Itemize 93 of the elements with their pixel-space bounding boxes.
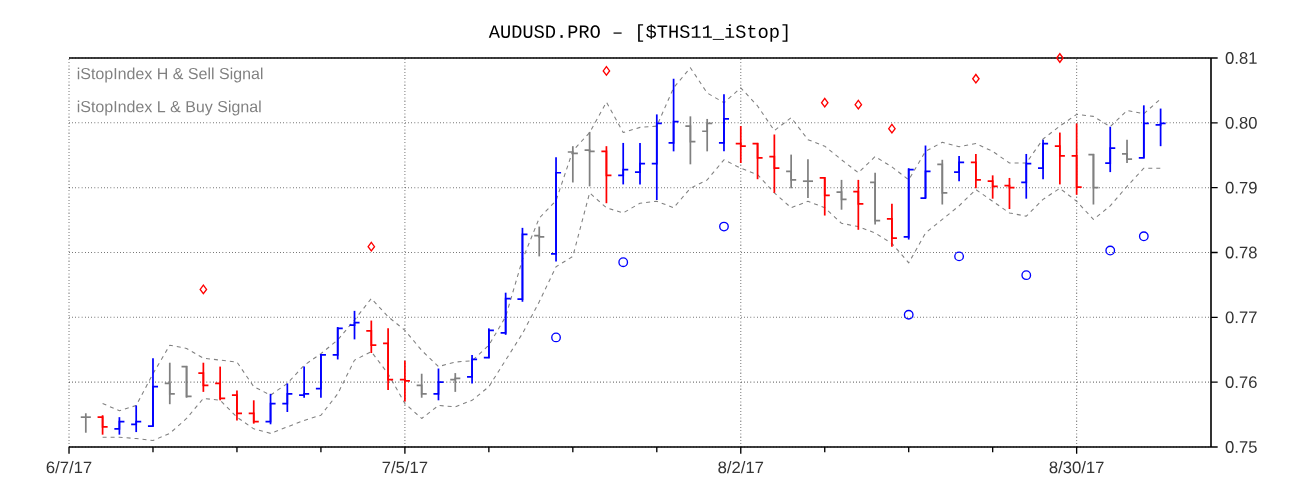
point bbox=[903, 309, 914, 320]
point bbox=[551, 332, 561, 343]
candlestick bbox=[298, 365, 311, 399]
candlestick bbox=[986, 174, 999, 200]
point bbox=[820, 97, 829, 108]
candlestick bbox=[969, 153, 982, 190]
candlestick bbox=[130, 404, 143, 433]
candlestick bbox=[684, 115, 697, 166]
candlestick bbox=[197, 361, 210, 393]
candlestick bbox=[365, 319, 378, 354]
candlestick bbox=[247, 399, 260, 425]
candlestick bbox=[818, 176, 831, 217]
candlestick bbox=[1137, 104, 1150, 159]
candlestick bbox=[768, 133, 781, 194]
candlestick bbox=[180, 365, 193, 399]
candlestick bbox=[264, 392, 277, 426]
x-tick-label: 8/2/17 bbox=[718, 461, 764, 474]
candlestick bbox=[650, 113, 663, 201]
candlestick bbox=[331, 326, 344, 361]
candlestick bbox=[936, 158, 949, 206]
candlestick bbox=[1087, 153, 1100, 206]
point bbox=[854, 99, 863, 110]
candlestick bbox=[1121, 138, 1133, 164]
point bbox=[367, 241, 376, 252]
candlestick bbox=[634, 142, 646, 186]
candlestick bbox=[466, 354, 478, 385]
candlestick bbox=[315, 353, 327, 399]
candlestick bbox=[147, 357, 159, 428]
candlestick bbox=[869, 171, 882, 226]
candlestick bbox=[1070, 122, 1083, 196]
point bbox=[1138, 231, 1149, 242]
candlestick bbox=[1003, 177, 1016, 210]
candlestick bbox=[785, 153, 798, 190]
candlestick bbox=[852, 179, 865, 231]
candlestick bbox=[902, 167, 915, 241]
candlestick bbox=[214, 365, 227, 402]
point bbox=[1055, 53, 1064, 63]
annotation: iStopIndex L & Buy Signal bbox=[77, 100, 261, 116]
y-tick-label: 0.80 bbox=[1225, 116, 1257, 129]
x-tick-label: 6/7/17 bbox=[46, 461, 92, 474]
candlestick bbox=[886, 203, 898, 248]
candlestick bbox=[533, 225, 546, 258]
y-tick-label: 0.78 bbox=[1225, 246, 1257, 259]
point bbox=[719, 221, 729, 232]
point bbox=[199, 284, 208, 295]
annotation: iStopIndex H & Sell Signal bbox=[77, 67, 263, 83]
point bbox=[1021, 270, 1032, 281]
candlestick bbox=[231, 389, 243, 422]
y-tick-label: 0.81 bbox=[1225, 52, 1257, 64]
candlestick bbox=[600, 145, 613, 205]
candlestick bbox=[919, 144, 932, 199]
candlestick bbox=[96, 414, 109, 436]
candlestick bbox=[1104, 125, 1117, 173]
candlestick bbox=[281, 382, 294, 413]
candlestick bbox=[617, 142, 630, 186]
candlestick bbox=[835, 179, 848, 211]
candlestick bbox=[953, 155, 965, 183]
x-tick-label: 7/5/17 bbox=[382, 461, 428, 474]
candlestick bbox=[583, 131, 596, 188]
candlestick bbox=[566, 145, 579, 184]
candlestick bbox=[701, 118, 714, 153]
point bbox=[618, 257, 629, 268]
candlestick bbox=[79, 412, 92, 434]
x-tick-label: 8/30/17 bbox=[1049, 461, 1104, 474]
candlestick bbox=[550, 156, 562, 263]
y-tick-label: 0.76 bbox=[1225, 376, 1257, 389]
y-tick-label: 0.77 bbox=[1225, 311, 1257, 324]
candlestick bbox=[718, 93, 730, 153]
candlestick bbox=[802, 158, 814, 199]
point bbox=[954, 251, 965, 262]
candlestick bbox=[734, 125, 747, 164]
point bbox=[1105, 245, 1116, 256]
candlestick bbox=[432, 367, 445, 402]
candlestick bbox=[398, 359, 411, 403]
candlestick bbox=[1053, 131, 1066, 186]
y-tick-label: 0.79 bbox=[1225, 181, 1257, 194]
point bbox=[602, 66, 611, 76]
candlestick bbox=[499, 291, 512, 336]
candlestick bbox=[667, 77, 680, 153]
candlestick bbox=[163, 361, 176, 406]
chart-title: AUDUSD.PRO – [$THS11_iStop] bbox=[488, 24, 788, 42]
candlestick bbox=[382, 327, 395, 391]
line-series bbox=[102, 159, 1162, 442]
candlestick bbox=[482, 327, 495, 360]
y-tick-label: 0.75 bbox=[1225, 441, 1257, 453]
point bbox=[972, 73, 980, 84]
point bbox=[888, 123, 896, 134]
candlestick bbox=[516, 226, 529, 303]
candlestick bbox=[1020, 153, 1033, 200]
candlestick bbox=[415, 372, 428, 399]
candlestick bbox=[751, 142, 764, 181]
candlestick bbox=[1037, 138, 1049, 181]
candlestick bbox=[449, 372, 462, 393]
